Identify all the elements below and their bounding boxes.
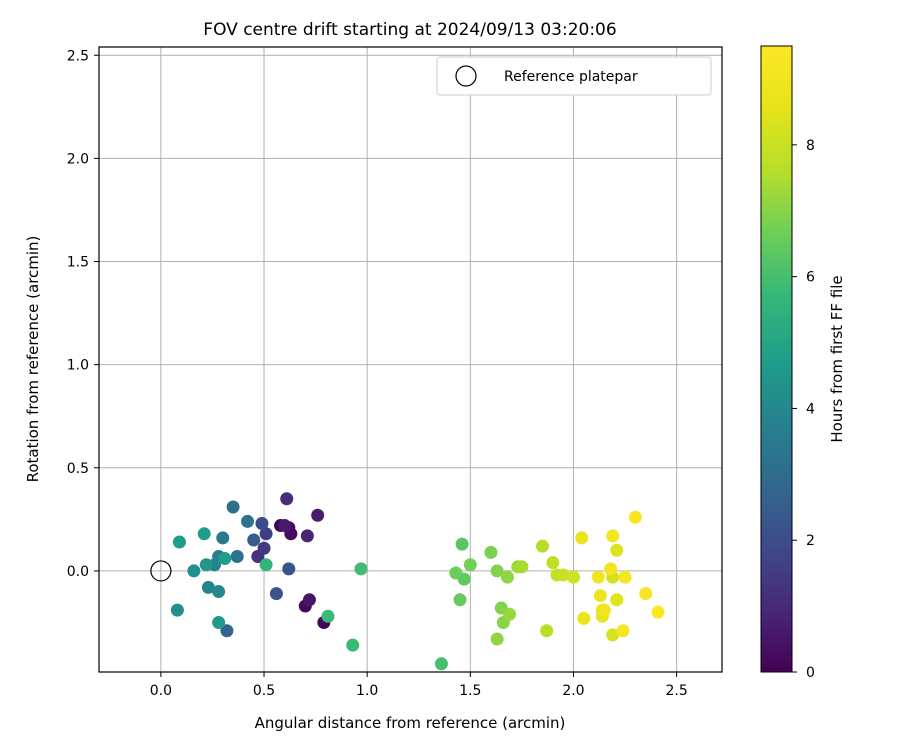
x-tick-label: 0.0 — [150, 683, 172, 699]
x-tick-label: 1.0 — [356, 683, 378, 699]
chart-title: FOV centre drift starting at 2024/09/13 … — [203, 20, 616, 40]
y-axis-label: Rotation from reference (arcmin) — [24, 236, 42, 483]
y-tick-label: 1.0 — [67, 358, 89, 374]
data-point — [453, 593, 467, 607]
colorbar: 0 2 4 6 8 Hours from first FF file — [760, 45, 846, 681]
data-points — [150, 492, 665, 671]
data-point — [282, 562, 296, 576]
data-point — [577, 611, 591, 625]
data-point — [575, 531, 589, 545]
data-point — [434, 657, 448, 671]
data-point — [170, 603, 184, 617]
y-tick-label: 2.5 — [67, 48, 89, 64]
data-point — [591, 570, 605, 584]
data-point — [201, 580, 215, 594]
legend-box — [436, 56, 712, 96]
data-point — [187, 564, 201, 578]
y-tick-label: 1.5 — [67, 255, 89, 271]
x-tick-label: 2.5 — [665, 683, 687, 699]
colorbar-ticks: 0 2 4 6 8 — [792, 138, 815, 681]
data-point — [212, 585, 226, 599]
data-point — [230, 549, 244, 563]
colorbar-tick-label: 6 — [806, 270, 815, 286]
data-point — [604, 562, 618, 576]
data-point — [484, 545, 498, 559]
data-point — [278, 519, 292, 533]
data-point — [172, 535, 186, 549]
y-axis-ticks: 0.0 0.5 1.0 1.5 2.0 2.5 — [67, 48, 99, 580]
data-point — [257, 541, 271, 555]
data-point — [220, 624, 234, 638]
data-point — [566, 570, 580, 584]
data-point — [490, 632, 504, 646]
data-point — [449, 566, 463, 580]
data-point — [536, 539, 550, 553]
data-point — [546, 556, 560, 570]
colorbar-tick-label: 0 — [806, 665, 815, 681]
data-point — [218, 552, 232, 566]
data-point — [540, 624, 554, 638]
x-tick-label: 1.5 — [459, 683, 481, 699]
colorbar-gradient — [760, 45, 793, 673]
colorbar-label: Hours from first FF file — [828, 275, 846, 442]
x-axis-label: Angular distance from reference (arcmin) — [255, 714, 566, 732]
data-point — [503, 607, 517, 621]
data-point — [490, 564, 504, 578]
data-point — [639, 587, 653, 601]
legend-label: Reference platepar — [504, 69, 638, 85]
colorbar-tick-label: 2 — [806, 533, 815, 549]
data-point — [606, 628, 620, 642]
data-point — [269, 587, 283, 601]
data-point — [280, 492, 294, 506]
x-tick-label: 2.0 — [562, 683, 584, 699]
grid-lines — [99, 47, 722, 672]
colorbar-tick-label: 4 — [806, 401, 815, 417]
x-axis-ticks: 0.0 0.5 1.0 1.5 2.0 2.5 — [150, 672, 688, 699]
data-point — [197, 527, 211, 541]
data-point — [302, 593, 316, 607]
data-point — [455, 537, 469, 551]
data-point — [651, 605, 665, 619]
data-point — [259, 558, 273, 572]
data-point — [618, 570, 632, 584]
x-tick-label: 0.5 — [253, 683, 275, 699]
data-point — [354, 562, 368, 576]
data-point — [463, 558, 477, 572]
data-point — [597, 603, 611, 617]
legend-marker-icon — [455, 65, 477, 87]
data-point — [556, 568, 570, 582]
data-point — [500, 570, 514, 584]
data-point — [226, 500, 240, 514]
colorbar-tick-label: 8 — [806, 138, 815, 154]
y-tick-label: 0.0 — [67, 564, 89, 580]
data-point — [311, 508, 325, 522]
y-tick-label: 2.0 — [67, 151, 89, 167]
data-point — [321, 609, 335, 623]
data-point — [255, 516, 269, 530]
legend: Reference platepar — [436, 56, 712, 96]
plot-frame — [98, 46, 723, 673]
data-point — [606, 529, 620, 543]
data-point — [346, 638, 360, 652]
data-point — [212, 615, 226, 629]
reference-platepar-marker — [150, 560, 172, 582]
data-point — [628, 510, 642, 524]
data-point — [515, 560, 529, 574]
data-point — [199, 558, 213, 572]
data-point — [247, 533, 261, 547]
data-point — [593, 589, 607, 603]
data-point — [610, 593, 624, 607]
data-point — [259, 527, 273, 541]
data-point — [216, 531, 230, 545]
data-point — [616, 624, 630, 638]
data-point — [610, 543, 624, 557]
data-point — [241, 514, 255, 528]
data-point — [300, 529, 314, 543]
y-tick-label: 0.5 — [67, 461, 89, 477]
